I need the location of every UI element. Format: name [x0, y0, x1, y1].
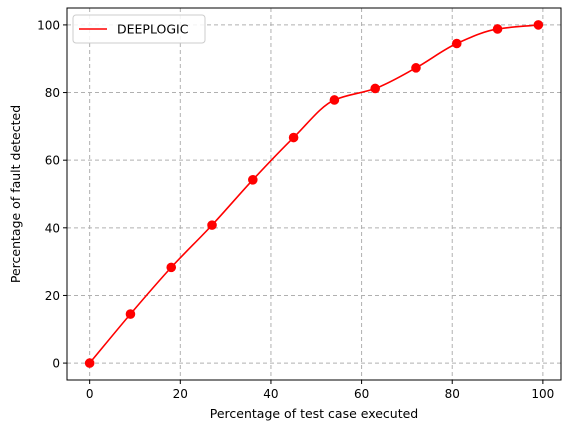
plot-frame: [66, 7, 562, 381]
x-tick-label: 40: [263, 387, 278, 401]
y-axis-label: Percentage of fault detected: [8, 105, 23, 283]
data-point: [411, 63, 421, 73]
data-point: [248, 174, 258, 185]
data-point: [125, 309, 136, 319]
y-tick-label: 20: [45, 289, 60, 303]
data-point: [492, 24, 503, 34]
y-tick-label: 60: [45, 154, 60, 168]
data-point: [329, 95, 340, 105]
y-tick-label: 0: [52, 357, 60, 371]
data-point: [207, 220, 217, 230]
legend-label-deeplogic: DEEPLOGIC: [117, 22, 189, 37]
legend-box: [72, 14, 206, 44]
x-tick-label: 80: [445, 387, 460, 401]
y-tick-label: 80: [45, 86, 60, 100]
series-layer: [84, 20, 544, 368]
legend: DEEPLOGIC: [72, 14, 206, 44]
y-tick-label: 100: [37, 18, 60, 32]
data-point: [451, 38, 462, 49]
data-point: [84, 358, 95, 368]
x-tick-label: 20: [173, 387, 188, 401]
x-axis-label: Percentage of test case executed: [210, 406, 419, 421]
x-tick-label: 60: [354, 387, 369, 401]
data-point: [370, 83, 380, 94]
x-tick-label: 0: [86, 387, 94, 401]
data-point: [533, 20, 544, 30]
ticks: 0 20 40 60 80 100 0 20 40 60 80 100: [37, 18, 554, 401]
data-point: [288, 132, 299, 143]
y-tick-label: 40: [45, 221, 60, 235]
data-point: [166, 262, 177, 273]
x-tick-label: 100: [531, 387, 554, 401]
grid: [67, 8, 561, 380]
